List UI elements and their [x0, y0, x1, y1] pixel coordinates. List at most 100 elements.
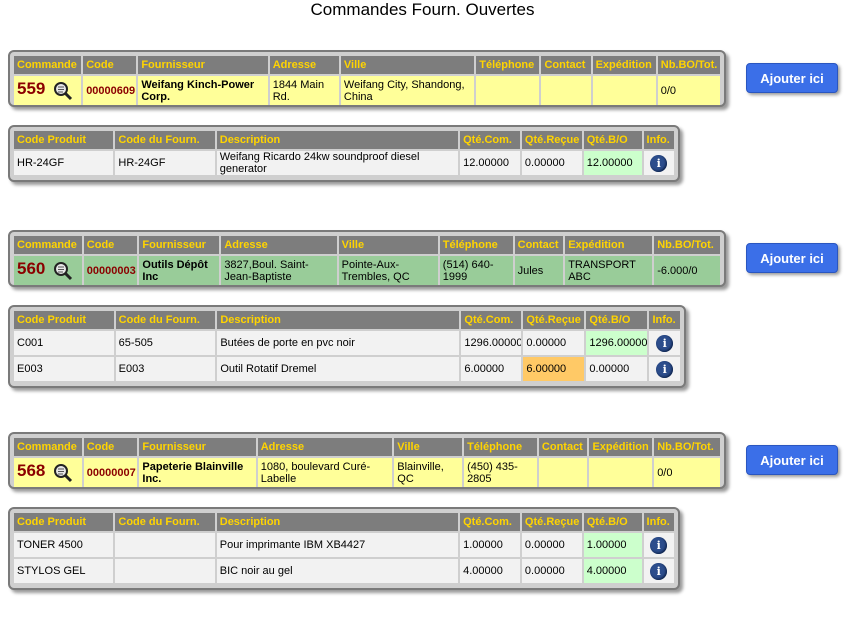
- description-cell: Weifang Ricardo 24kw soundproof diesel g…: [216, 151, 459, 175]
- add-here-button[interactable]: Ajouter ici: [746, 63, 838, 93]
- qty-ordered-cell: 1.00000: [460, 533, 520, 557]
- col-header-contact: Contact: [541, 56, 591, 74]
- col-header-product-code: Code Produit: [14, 311, 114, 329]
- supplier-product-code-cell: HR-24GF: [115, 151, 215, 175]
- order-items-box: Code Produit Code du Fourn. Description …: [8, 125, 680, 182]
- phone-cell: [476, 76, 540, 105]
- add-here-button[interactable]: Ajouter ici: [746, 445, 838, 475]
- col-header-description: Description: [217, 311, 460, 329]
- col-header-phone: Téléphone: [464, 438, 537, 456]
- description-cell: Outil Rotatif Dremel: [217, 357, 460, 381]
- qty-received-cell: 6.00000: [523, 357, 585, 381]
- order-header-box: Commande Code Fournisseur Adresse Ville …: [8, 50, 726, 107]
- info-icon[interactable]: i: [650, 536, 668, 554]
- info-cell[interactable]: i: [643, 559, 674, 583]
- address-cell: 1844 Main Rd.: [269, 76, 339, 105]
- order-row: 560 00000003 Outils Dépôt Inc 3827,Boul.…: [14, 256, 720, 285]
- col-header-bo-total: Nb.BO/Tot.: [654, 438, 720, 456]
- col-header-qty-bo: Qté.B/O: [583, 131, 642, 149]
- col-header-product-code: Code Produit: [14, 131, 114, 149]
- col-header-qty-ordered: Qté.Com.: [461, 311, 522, 329]
- supplier-name-cell: Papeterie Blainville Inc.: [139, 458, 256, 487]
- order-header-box: Commande Code Fournisseur Adresse Ville …: [8, 230, 726, 287]
- col-header-supplier: Fournisseur: [138, 56, 268, 74]
- order-number-cell[interactable]: 559: [14, 76, 82, 105]
- col-header-city: Ville: [394, 438, 463, 456]
- qty-received-cell: 0.00000: [521, 559, 582, 583]
- supplier-code: 00000003: [86, 264, 136, 277]
- qty-bo-cell: 12.00000: [583, 151, 642, 175]
- qty-ordered-cell: 12.00000: [460, 151, 520, 175]
- qty-ordered-cell: 4.00000: [460, 559, 520, 583]
- qty-received-cell: 0.00000: [521, 533, 582, 557]
- info-icon[interactable]: i: [656, 334, 674, 352]
- items-table: Code Produit Code du Fourn. Description …: [12, 511, 676, 585]
- col-header-supplier-product-code: Code du Fourn.: [115, 513, 215, 531]
- col-header-supplier-product-code: Code du Fourn.: [115, 131, 215, 149]
- magnifier-icon[interactable]: [53, 261, 73, 281]
- col-header-code: Code: [83, 236, 138, 254]
- table-row: TONER 4500 Pour imprimante IBM XB4427 1.…: [14, 533, 674, 557]
- col-header-phone: Téléphone: [476, 56, 540, 74]
- supplier-name-cell: Weifang Kinch-Power Corp.: [138, 76, 268, 105]
- order-number[interactable]: 560: [17, 258, 46, 278]
- city-cell: Blainville, QC: [394, 458, 463, 487]
- col-header-contact: Contact: [514, 236, 564, 254]
- qty-bo-cell: 0.00000: [586, 357, 648, 381]
- col-header-shipping: Expédition: [592, 56, 656, 74]
- col-header-description: Description: [216, 131, 459, 149]
- bo-total-cell: 0/0: [657, 76, 720, 105]
- magnifier-icon[interactable]: [53, 463, 73, 483]
- col-header-supplier: Fournisseur: [139, 236, 220, 254]
- col-header-info: Info.: [643, 513, 674, 531]
- supplier-product-code-cell: [115, 559, 215, 583]
- address-cell: 3827,Boul. Saint-Jean-Baptiste: [221, 256, 337, 285]
- product-code-cell: TONER 4500: [14, 533, 114, 557]
- qty-ordered-cell: 1296.00000: [461, 331, 522, 355]
- order-number[interactable]: 568: [17, 460, 46, 480]
- qty-bo-cell: 1296.00000: [586, 331, 648, 355]
- supplier-product-code-cell: 65-505: [115, 331, 216, 355]
- order-number[interactable]: 559: [17, 78, 46, 98]
- supplier-product-code-cell: E003: [115, 357, 216, 381]
- phone-cell: (514) 640-1999: [439, 256, 513, 285]
- product-code-cell: C001: [14, 331, 114, 355]
- order-number-cell[interactable]: 560: [14, 256, 82, 285]
- info-cell[interactable]: i: [649, 331, 680, 355]
- col-header-code: Code: [83, 438, 138, 456]
- col-header-address: Adresse: [257, 438, 393, 456]
- col-header-order: Commande: [14, 56, 82, 74]
- magnifier-icon[interactable]: [53, 81, 73, 101]
- city-cell: Pointe-Aux-Trembles, QC: [338, 256, 438, 285]
- col-header-phone: Téléphone: [439, 236, 513, 254]
- col-header-qty-received: Qté.Reçue: [521, 513, 582, 531]
- col-header-code: Code: [83, 56, 137, 74]
- supplier-code: 00000609: [86, 84, 136, 97]
- col-header-address: Adresse: [221, 236, 337, 254]
- order-items-box: Code Produit Code du Fourn. Description …: [8, 305, 686, 388]
- supplier-code-cell: 00000007: [83, 458, 138, 487]
- col-header-contact: Contact: [538, 438, 588, 456]
- contact-cell: [541, 76, 591, 105]
- col-header-info: Info.: [643, 131, 674, 149]
- col-header-qty-ordered: Qté.Com.: [460, 513, 520, 531]
- description-cell: Pour imprimante IBM XB4427: [216, 533, 459, 557]
- info-icon[interactable]: i: [650, 562, 668, 580]
- product-code-cell: E003: [14, 357, 114, 381]
- col-header-city: Ville: [340, 56, 475, 74]
- col-header-bo-total: Nb.BO/Tot.: [657, 56, 720, 74]
- info-cell[interactable]: i: [643, 533, 674, 557]
- add-here-button[interactable]: Ajouter ici: [746, 243, 838, 273]
- table-row: C001 65-505 Butées de porte en pvc noir …: [14, 331, 680, 355]
- order-number-cell[interactable]: 568: [14, 458, 82, 487]
- info-cell[interactable]: i: [643, 151, 674, 175]
- col-header-order: Commande: [14, 236, 82, 254]
- info-icon[interactable]: i: [650, 154, 668, 172]
- info-cell[interactable]: i: [649, 357, 680, 381]
- contact-cell: [538, 458, 588, 487]
- qty-bo-cell: 4.00000: [583, 559, 642, 583]
- items-table: Code Produit Code du Fourn. Description …: [12, 309, 682, 383]
- qty-bo-cell: 1.00000: [583, 533, 642, 557]
- info-icon[interactable]: i: [656, 360, 674, 378]
- product-code-cell: STYLOS GEL: [14, 559, 114, 583]
